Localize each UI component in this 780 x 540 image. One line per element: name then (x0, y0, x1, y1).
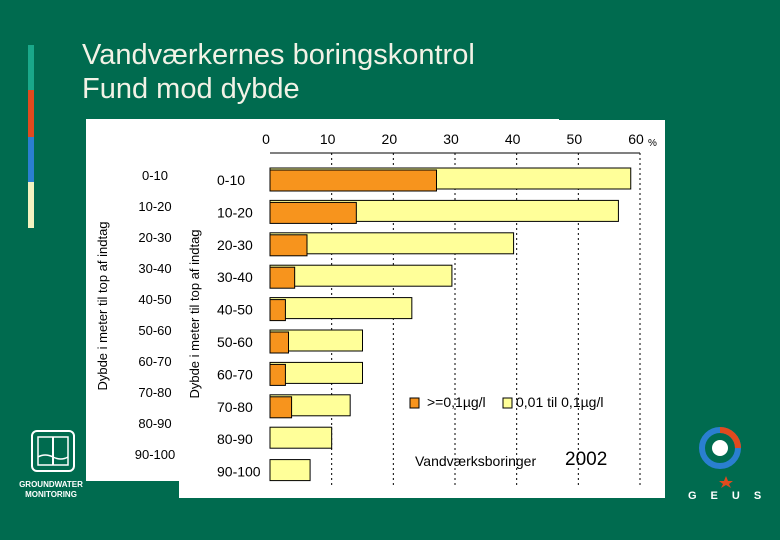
back-y-axis-label: Dybde i meter til top af indtag (95, 221, 110, 390)
back-y-tick-label: 40-50 (138, 292, 171, 307)
x-tick-label: 50 (567, 131, 583, 147)
y-tick-label: 30-40 (217, 269, 253, 285)
bar-low-concentration (269, 297, 413, 320)
bar-high-concentration (269, 396, 293, 419)
y-tick-label: 80-90 (217, 431, 253, 447)
y-tick-label: 20-30 (217, 237, 253, 253)
geus-logo-icon (699, 427, 741, 488)
geus-wordmark: GEUS (688, 490, 776, 502)
x-tick-label: 0 (262, 131, 270, 147)
back-y-tick-label: 70-80 (138, 385, 171, 400)
bar-high-concentration (269, 363, 286, 386)
y-tick-label: 10-20 (217, 204, 253, 220)
back-y-tick-label: 90-100 (135, 447, 175, 462)
y-tick-label: 60-70 (217, 366, 253, 382)
y-tick-label: 70-80 (217, 399, 253, 415)
x-tick-label: 10 (320, 131, 336, 147)
x-tick-label: 20 (382, 131, 398, 147)
x-tick-label: 60 (628, 131, 644, 147)
back-y-tick-label: 50-60 (138, 323, 171, 338)
back-chart: Dybde i meter til top af indtag 0-10 10-2… (95, 168, 175, 462)
legend-swatch (502, 397, 513, 409)
groundwater-monitoring-logo-icon (31, 430, 75, 472)
gm-line-1: GROUNDWATER (19, 480, 83, 489)
gm-line-2: MONITORING (25, 490, 77, 499)
bar-high-concentration (269, 169, 437, 192)
legend-label: >=0,1µg/l (427, 394, 486, 410)
bar-high-concentration (269, 234, 308, 257)
x-unit-label: % (648, 138, 657, 149)
stripe-blue (28, 137, 34, 182)
y-tick-label: 40-50 (217, 302, 253, 318)
x-tick-label: 40 (505, 131, 521, 147)
annotation-year: 2002 (565, 449, 607, 470)
y-tick-label: 90-100 (217, 464, 261, 480)
stripe-cream (28, 182, 34, 228)
legend-label: 0,01 til 0,1µg/l (516, 394, 603, 410)
annotation-label: Vandværksboringer (415, 453, 536, 469)
y-axis-label: Dybde i meter til top af indtag (187, 229, 202, 398)
back-y-tick-label: 10-20 (138, 199, 171, 214)
bar-high-concentration (269, 201, 357, 224)
x-tick-label: 30 (443, 131, 459, 147)
title-line-2: Fund mod dybde (82, 73, 300, 105)
bar-high-concentration (269, 331, 289, 354)
title-line-1: Vandværkernes boringskontrol (82, 39, 475, 71)
stripe-orange (28, 90, 34, 137)
back-y-tick-label: 30-40 (138, 261, 171, 276)
back-y-tick-label: 60-70 (138, 354, 171, 369)
back-y-tick-label: 0-10 (142, 168, 168, 183)
front-chart: Dybde i meter til top af indtag % Vandvæ… (187, 131, 657, 485)
back-y-tick-label: 20-30 (138, 230, 171, 245)
bar-low-concentration (269, 459, 311, 482)
bar-high-concentration (269, 299, 286, 322)
groundwater-monitoring-wordmark: GROUNDWATER MONITORING (12, 480, 90, 500)
legend-swatch (409, 397, 420, 409)
bar-low-concentration (269, 264, 453, 287)
bar-low-concentration (269, 426, 333, 449)
y-tick-label: 50-60 (217, 334, 253, 350)
bar-high-concentration (269, 266, 296, 289)
y-tick-label: 0-10 (217, 172, 245, 188)
slide-title: Vandværkernes boringskontrol Fund mod dy… (82, 38, 475, 106)
stripe-teal (28, 45, 34, 90)
back-y-tick-label: 80-90 (138, 416, 171, 431)
